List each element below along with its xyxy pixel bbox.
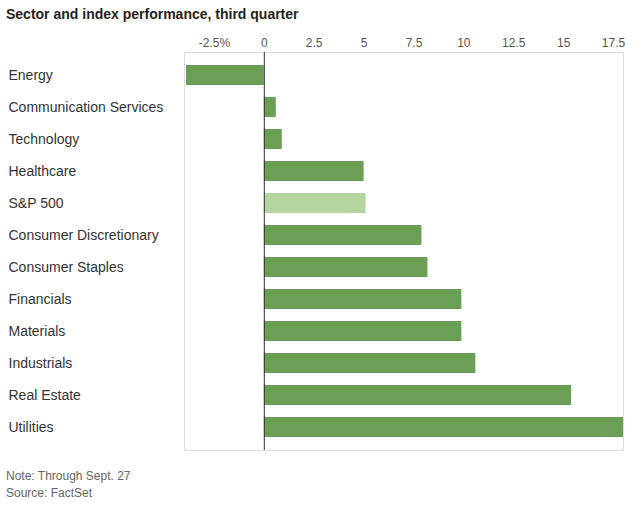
svg-text:Consumer Discretionary: Consumer Discretionary <box>9 227 159 243</box>
svg-text:-2.5%: -2.5% <box>199 36 231 50</box>
svg-text:Consumer Staples: Consumer Staples <box>9 259 124 275</box>
svg-text:Technology: Technology <box>9 131 80 147</box>
html-text:Note: Through Sept. 27: Note: Through Sept. 27 <box>6 469 131 483</box>
html-text:Sector and index performance,: Sector and index performance, third quar… <box>6 6 299 22</box>
svg-text:0: 0 <box>261 36 268 50</box>
svg-text:5: 5 <box>361 36 368 50</box>
svg-text:Financials: Financials <box>9 291 72 307</box>
svg-text:Utilities: Utilities <box>9 419 54 435</box>
html-text:Source: FactSet: Source: FactSet <box>6 486 92 500</box>
svg-text:7.5: 7.5 <box>406 36 423 50</box>
svg-text:2.5: 2.5 <box>306 36 323 50</box>
svg-text:Energy: Energy <box>9 67 53 83</box>
svg-text:Healthcare: Healthcare <box>9 163 77 179</box>
svg-text:Real Estate: Real Estate <box>9 387 82 403</box>
svg-text:10: 10 <box>457 36 471 50</box>
svg-text:S&P 500: S&P 500 <box>9 195 64 211</box>
svg-text:15: 15 <box>557 36 571 50</box>
svg-text:Communication Services: Communication Services <box>9 99 164 115</box>
svg-text:Materials: Materials <box>9 323 66 339</box>
svg-text:Industrials: Industrials <box>9 355 73 371</box>
svg-text:12.5: 12.5 <box>502 36 526 50</box>
svg-text:17.5: 17.5 <box>602 36 626 50</box>
